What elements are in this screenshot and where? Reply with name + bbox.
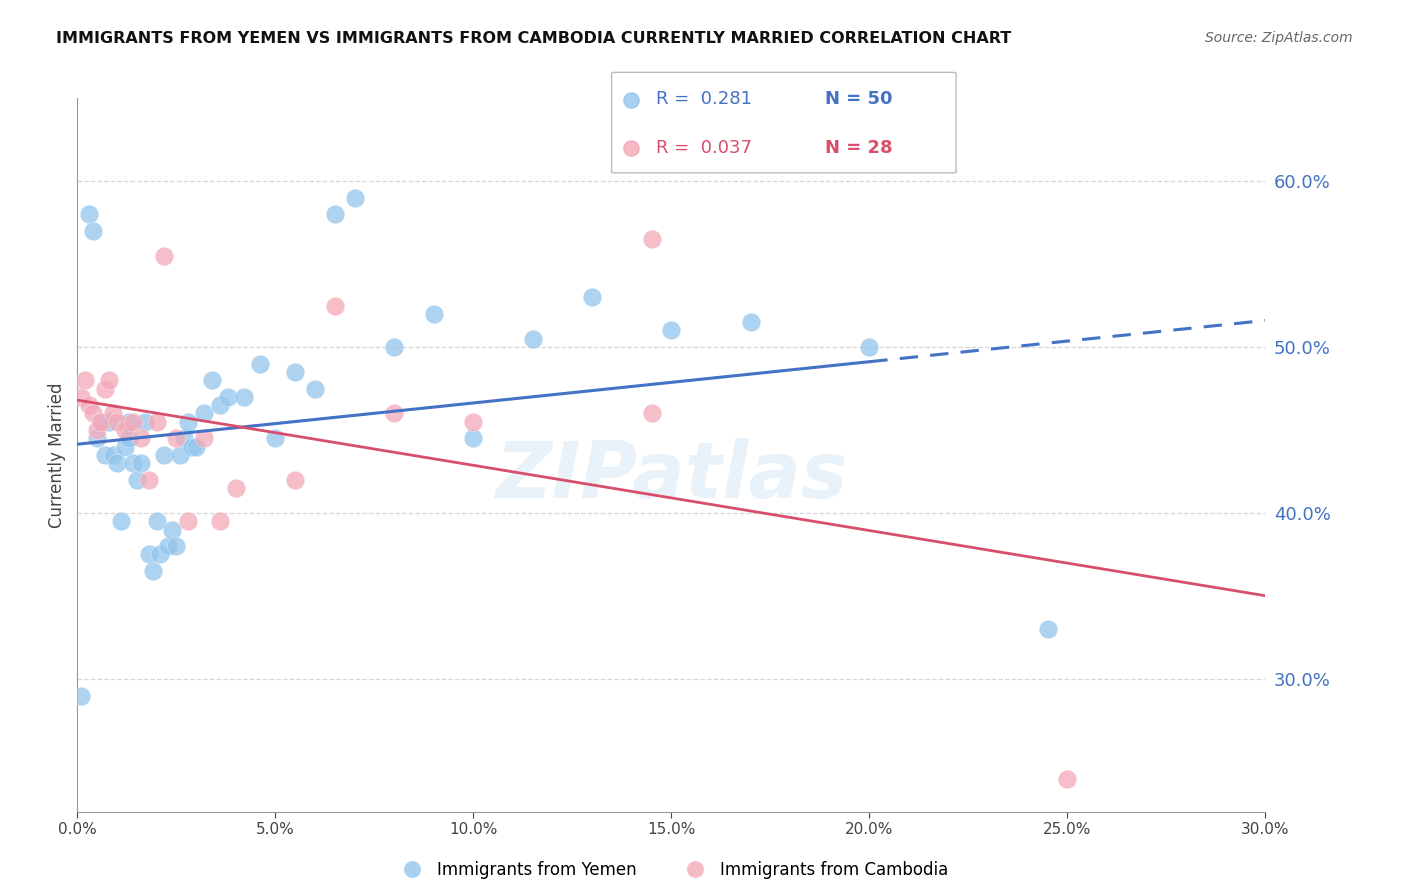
Point — [640, 406, 662, 420]
Point — [82, 406, 104, 420]
Point — [193, 406, 215, 420]
Point — [201, 373, 224, 387]
Point — [70, 689, 93, 703]
Point — [105, 415, 128, 429]
Point — [145, 415, 167, 429]
Point — [121, 415, 143, 429]
Point — [101, 448, 124, 462]
Point — [98, 415, 121, 429]
Point — [661, 323, 683, 337]
Point — [581, 290, 603, 304]
Text: IMMIGRANTS FROM YEMEN VS IMMIGRANTS FROM CAMBODIA CURRENTLY MARRIED CORRELATION : IMMIGRANTS FROM YEMEN VS IMMIGRANTS FROM… — [56, 31, 1011, 46]
Point — [640, 232, 662, 246]
Point — [153, 448, 176, 462]
Point — [105, 456, 128, 470]
Point — [186, 440, 208, 454]
Point — [249, 357, 271, 371]
Point — [225, 481, 247, 495]
Point — [522, 332, 544, 346]
Point — [304, 382, 326, 396]
Point — [114, 423, 136, 437]
Point — [142, 564, 165, 578]
Point — [86, 423, 108, 437]
Point — [173, 431, 195, 445]
Text: R =  0.037: R = 0.037 — [657, 139, 752, 157]
Point — [217, 390, 239, 404]
Point — [101, 406, 124, 420]
Point — [162, 523, 184, 537]
Point — [232, 390, 254, 404]
Text: ZIPatlas: ZIPatlas — [495, 438, 848, 515]
Point — [740, 315, 762, 329]
Point — [86, 431, 108, 445]
Text: N = 28: N = 28 — [825, 139, 893, 157]
Text: Source: ZipAtlas.com: Source: ZipAtlas.com — [1205, 31, 1353, 45]
Point — [129, 431, 152, 445]
Point — [70, 390, 93, 404]
Point — [463, 431, 485, 445]
Legend: Immigrants from Yemen, Immigrants from Cambodia: Immigrants from Yemen, Immigrants from C… — [388, 855, 955, 886]
Point — [323, 299, 346, 313]
Point — [114, 440, 136, 454]
Point — [94, 448, 117, 462]
Point — [90, 415, 112, 429]
Point — [343, 191, 366, 205]
Y-axis label: Currently Married: Currently Married — [48, 382, 66, 528]
Point — [165, 539, 187, 553]
Point — [193, 431, 215, 445]
Point — [118, 415, 141, 429]
Point — [284, 473, 307, 487]
Point — [264, 431, 287, 445]
Point — [90, 415, 112, 429]
Point — [208, 514, 231, 528]
Point — [153, 249, 176, 263]
Text: R =  0.281: R = 0.281 — [657, 90, 752, 108]
Point — [94, 382, 117, 396]
Point — [75, 373, 97, 387]
Point — [129, 456, 152, 470]
Point — [177, 514, 200, 528]
Point — [98, 373, 121, 387]
Point — [208, 398, 231, 412]
Point — [181, 440, 204, 454]
Point — [1056, 772, 1078, 786]
Point — [145, 514, 167, 528]
Point — [77, 398, 100, 412]
Point — [138, 548, 160, 562]
Point — [157, 539, 180, 553]
Point — [1036, 622, 1059, 636]
Point — [121, 456, 143, 470]
Point — [323, 207, 346, 221]
Point — [149, 548, 172, 562]
Point — [138, 473, 160, 487]
Point — [165, 431, 187, 445]
Point — [118, 431, 141, 445]
Point — [382, 406, 405, 420]
Point — [858, 340, 880, 354]
Point — [177, 415, 200, 429]
Text: N = 50: N = 50 — [825, 90, 893, 108]
Point — [134, 415, 156, 429]
Point — [77, 207, 100, 221]
Point — [82, 224, 104, 238]
FancyBboxPatch shape — [612, 72, 956, 173]
Point — [382, 340, 405, 354]
Point — [284, 365, 307, 379]
Point — [169, 448, 191, 462]
Point — [110, 514, 132, 528]
Point — [423, 307, 446, 321]
Point — [125, 473, 148, 487]
Point — [463, 415, 485, 429]
